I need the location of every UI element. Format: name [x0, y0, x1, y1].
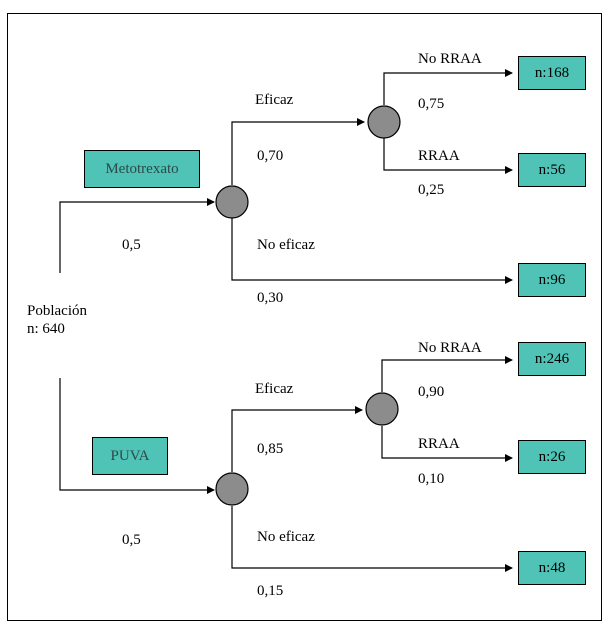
rraa-probability-bottom: 0,10: [418, 471, 445, 487]
effective-line-bottom: [231, 406, 363, 472]
not-effective-probability-bottom: 0,15: [257, 583, 284, 599]
outcome-box-no-rraa-top: n:168: [518, 56, 586, 90]
not-effective-probability-top: 0,30: [257, 290, 284, 306]
no-rraa-probability-bottom: 0,90: [418, 384, 445, 400]
treatment-probability-top: 0,5: [122, 237, 141, 253]
rraa-line-bottom: [381, 426, 513, 462]
outcome-box-not-effective-bottom: n:48: [518, 551, 586, 585]
root-to-puva-line: [59, 378, 215, 494]
chance-node-puva: [215, 472, 249, 506]
effective-label-top: Eficaz: [255, 92, 294, 108]
no-rraa-label-bottom: No RRAA: [418, 340, 482, 356]
no-rraa-line-top: [383, 69, 513, 105]
rraa-label-bottom: RRAA: [418, 436, 460, 452]
rraa-line-top: [383, 138, 513, 174]
outcome-box-no-rraa-bottom: n:246: [518, 342, 586, 376]
no-rraa-probability-top: 0,75: [418, 96, 445, 112]
not-effective-line-top: [231, 218, 513, 284]
chance-node-effective-bottom: [365, 392, 399, 426]
not-effective-label-bottom: No eficaz: [257, 529, 315, 545]
outcome-box-not-effective-top: n:96: [518, 263, 586, 297]
root-to-metotrexato-line: [59, 198, 215, 273]
no-rraa-label-top: No RRAA: [418, 51, 482, 67]
no-rraa-line-bottom: [381, 356, 513, 392]
chance-node-metotrexato: [215, 185, 249, 219]
diagram-frame: [7, 13, 602, 621]
effective-label-bottom: Eficaz: [255, 381, 294, 397]
root-label: Población: [27, 303, 87, 319]
treatment-box-metotrexato: Metotrexato: [84, 150, 200, 188]
not-effective-label-top: No eficaz: [257, 237, 315, 253]
rraa-probability-top: 0,25: [418, 182, 445, 198]
effective-line-top: [231, 118, 365, 185]
effective-probability-top: 0,70: [257, 148, 284, 164]
outcome-box-rraa-top: n:56: [518, 153, 586, 187]
outcome-box-rraa-bottom: n:26: [518, 440, 586, 474]
treatment-box-puva: PUVA: [92, 437, 168, 475]
chance-node-effective-top: [367, 105, 401, 139]
not-effective-line-bottom: [231, 506, 513, 572]
treatment-probability-bottom: 0,5: [122, 532, 141, 548]
root-count: n: 640: [27, 321, 65, 337]
effective-probability-bottom: 0,85: [257, 441, 284, 457]
rraa-label-top: RRAA: [418, 148, 460, 164]
